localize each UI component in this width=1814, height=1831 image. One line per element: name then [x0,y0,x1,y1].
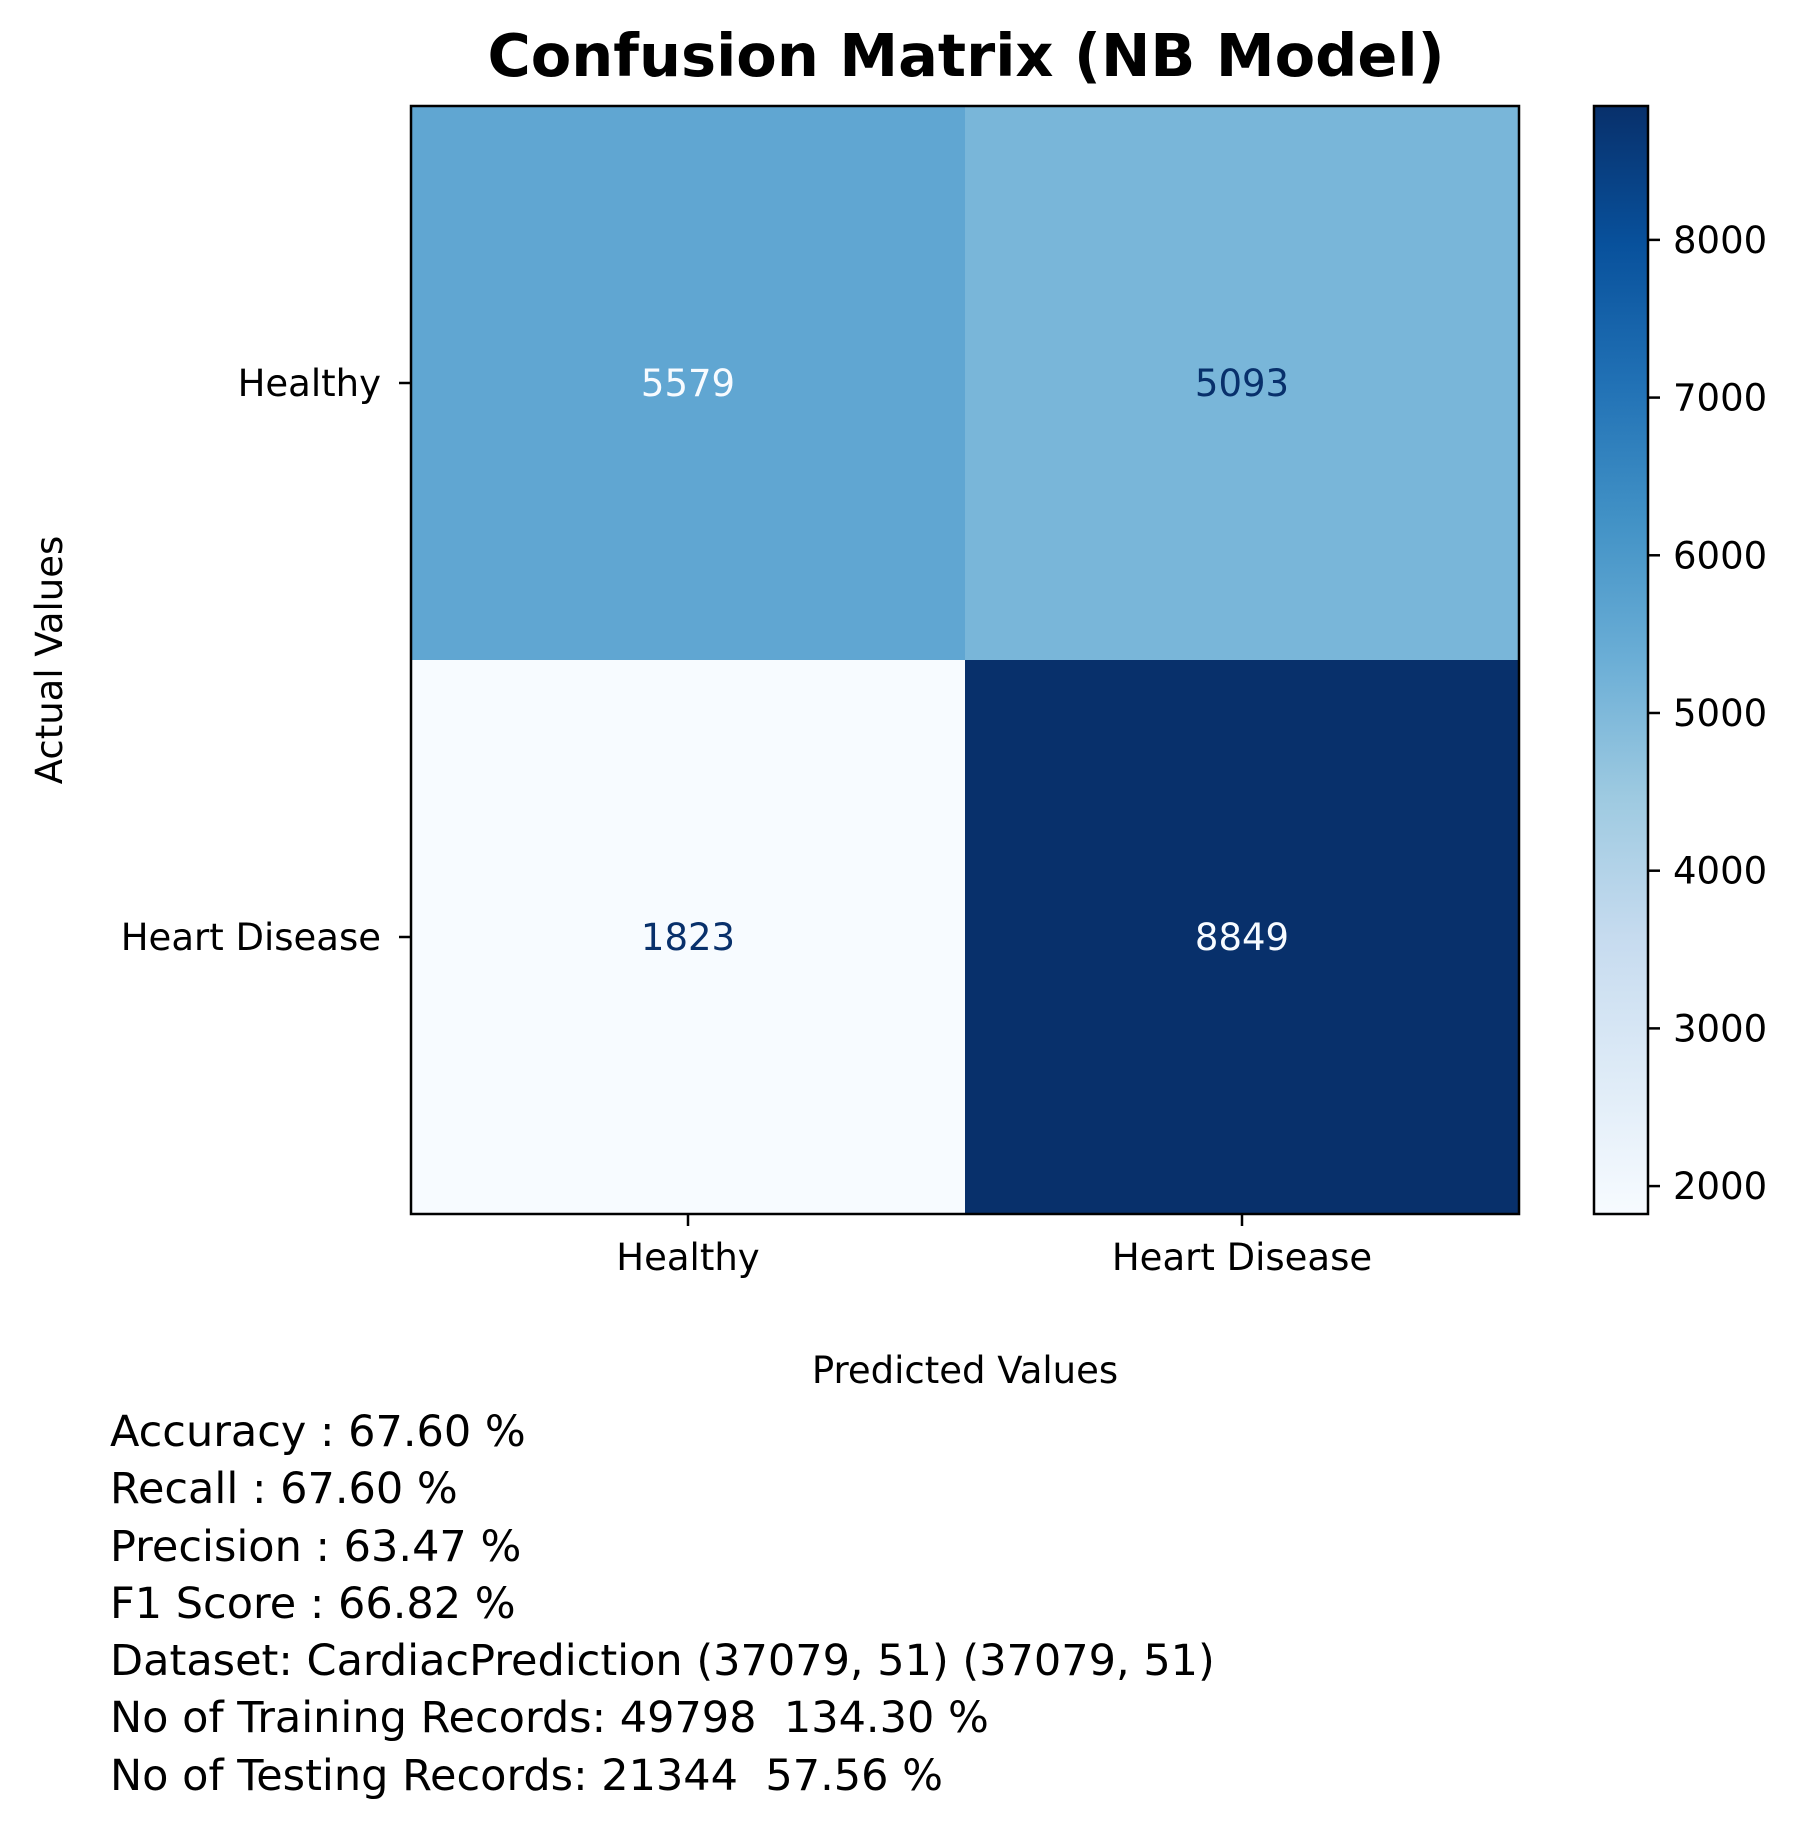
colorbar-ticks: 2000 3000 4000 5000 6000 7000 8000 [1648,219,1767,1208]
y-tick-label: Healthy [238,362,381,405]
matrix-cell-value: 5093 [1195,362,1289,405]
matrix-cell [965,106,1520,661]
matrix-cell [965,660,1520,1215]
colorbar-tick-label: 5000 [1673,692,1767,735]
matrix-cell-value: 8849 [1195,916,1289,959]
metrics-summary: Accuracy : 67.60 % Recall : 67.60 % Prec… [110,1404,1215,1805]
chart-title: Confusion Matrix (NB Model) [487,21,1444,90]
x-axis-label: Predicted Values [812,1349,1118,1392]
x-tick-label: Heart Disease [1112,1236,1372,1279]
colorbar-tick-label: 7000 [1673,377,1767,420]
matrix-cell-value: 5579 [641,362,735,405]
x-tick-label: Healthy [616,1236,759,1279]
y-axis: Healthy Heart Disease [121,362,411,959]
dataset-text: Dataset: CardiacPrediction (37079, 51) (… [110,1636,1215,1687]
training-records-text: No of Training Records: 49798 134.30 % [110,1693,989,1744]
y-axis-label: Actual Values [28,536,71,785]
precision-text: Precision : 63.47 % [110,1521,522,1572]
colorbar [1592,104,1650,1216]
y-tick-label: Heart Disease [121,916,381,959]
recall-text: Recall : 67.60 % [110,1464,458,1515]
matrix-cell [411,106,966,661]
matrix-cells [411,106,1520,1215]
f1-score-text: F1 Score : 66.82 % [110,1578,516,1629]
colorbar-tick-label: 3000 [1673,1007,1767,1050]
matrix-cell-labels: 5579 5093 1823 8849 [641,362,1289,959]
colorbar-tick-label: 4000 [1673,850,1767,893]
matrix-cell [411,660,966,1215]
accuracy-text: Accuracy : 67.60 % [110,1407,526,1457]
matrix-cell-value: 1823 [641,916,735,959]
colorbar-tick-label: 2000 [1673,1165,1767,1208]
plot-frame [409,104,1521,1216]
colorbar-tick-label: 8000 [1673,219,1767,262]
colorbar-tick-label: 6000 [1673,534,1767,577]
testing-records-text: No of Testing Records: 21344 57.56 % [110,1750,943,1801]
x-axis: Healthy Heart Disease [616,1214,1372,1279]
